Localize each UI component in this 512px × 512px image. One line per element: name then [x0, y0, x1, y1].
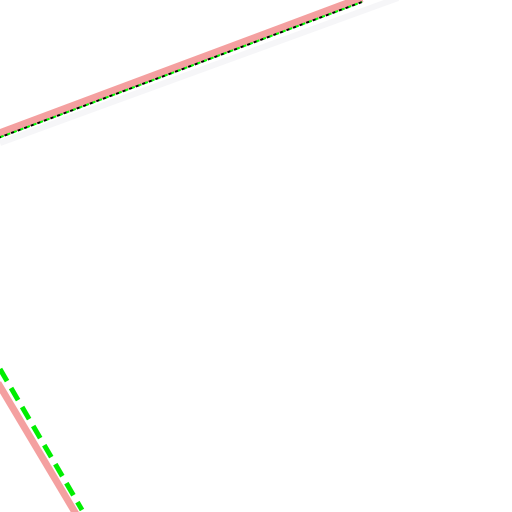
edge-dashed-green [0, 367, 85, 512]
edge-highlight [0, 0, 364, 138]
edge-highlight [0, 381, 79, 512]
edge-shadow [0, 0, 400, 146]
edge-dashed-green [0, 1, 363, 139]
edge-dashed-black [0, 1, 363, 139]
